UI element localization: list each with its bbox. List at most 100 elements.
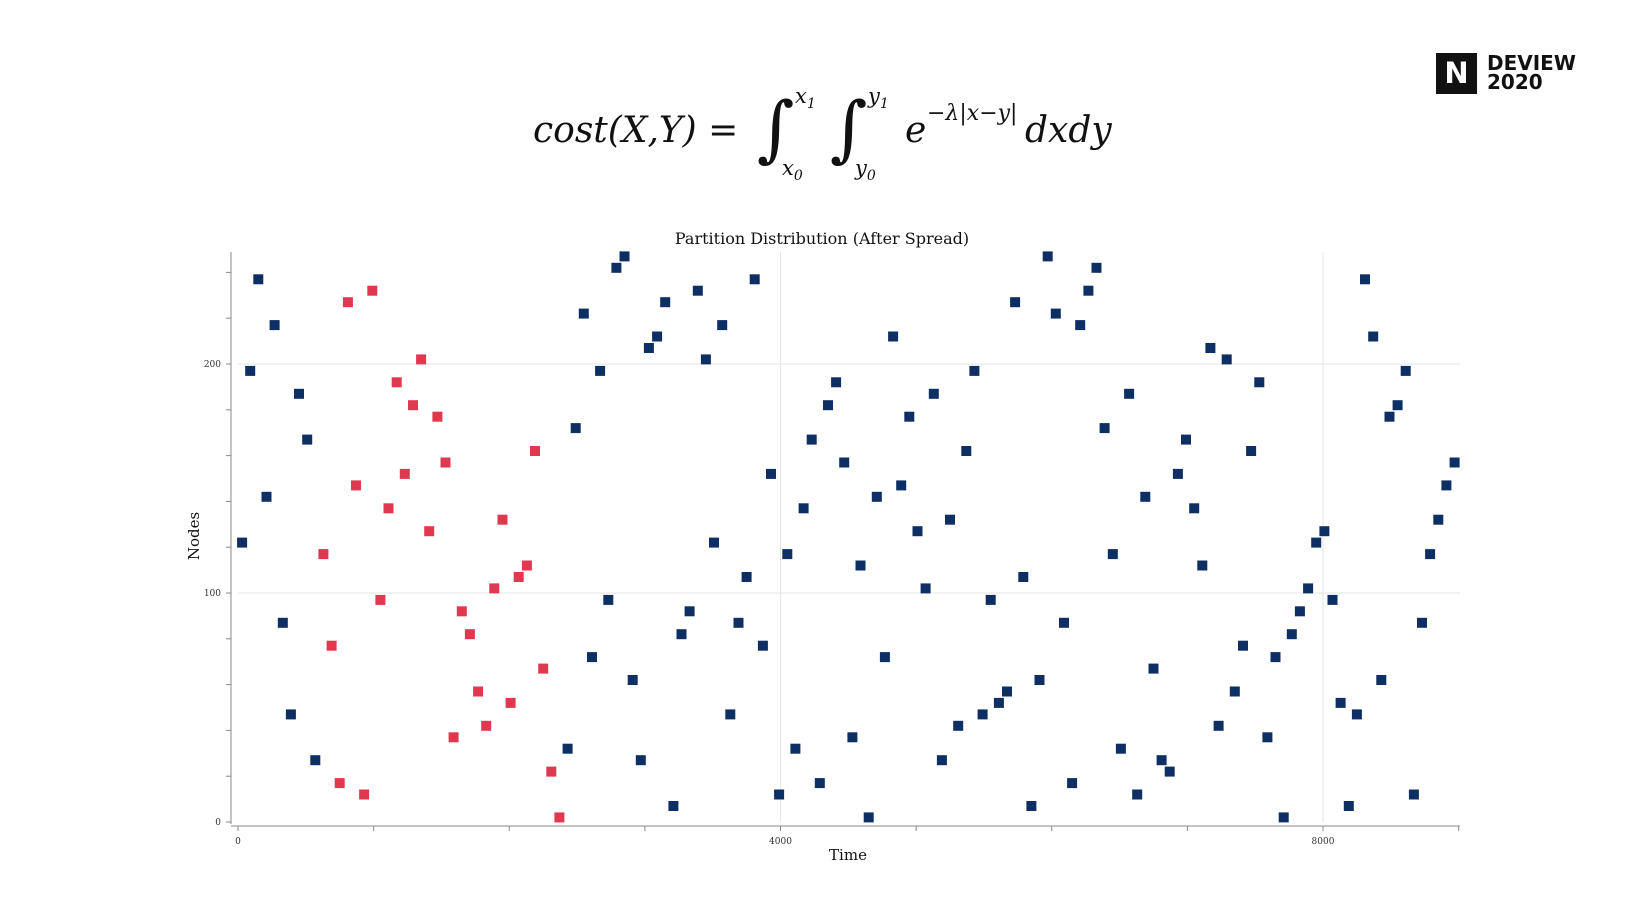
x-tick-label: 8000 [1312,837,1335,847]
data-point [603,594,614,605]
y-tick-label: 0 [215,818,221,828]
data-point [1067,778,1078,789]
data-point [920,583,931,594]
data-point [334,778,345,789]
data-point [871,491,882,502]
data-point [530,446,540,456]
data-point [546,766,557,777]
formula-base: e [905,110,927,151]
data-point [863,812,874,823]
data-point [757,640,768,651]
data-point [1262,732,1273,743]
data-point [489,583,500,594]
data-point [1018,572,1029,582]
data-point [375,594,386,605]
data-point [261,491,272,502]
data-point [1400,365,1411,376]
formula-exponent: −λ|x−y| [927,101,1018,126]
data-point [448,732,459,743]
data-point [1026,801,1037,811]
data-point [587,652,597,663]
data-point [928,388,939,399]
x-tick-label: 0 [235,837,241,847]
data-point [717,320,728,331]
data-point [766,468,776,479]
data-point [440,457,451,468]
data-point [285,709,296,720]
data-point [652,331,663,342]
data-point [676,629,687,640]
cost-formula: cost(X,Y) = ∫ x1 x0 ∫ y1 y0 e −λ|x−y| dx… [525,80,1125,190]
data-point [904,411,915,422]
data-point [1124,388,1135,399]
data-point [936,755,947,766]
data-point [969,365,980,376]
naver-n-logo-mark: N [1436,53,1477,94]
data-point [1099,423,1110,434]
data-point [464,629,475,640]
data-point [961,446,972,456]
data-point [643,343,654,353]
data-point [806,434,817,445]
data-point [1327,594,1338,605]
data-point [823,400,833,411]
data-point [505,697,516,708]
data-point [302,434,313,445]
data-point [1148,663,1159,674]
data-point [1172,468,1183,479]
x-axis-title: Time [829,846,867,864]
data-point [408,400,418,411]
data-point [1002,686,1012,697]
data-point [1010,297,1021,308]
data-point [1441,480,1452,491]
data-point [839,457,850,468]
data-point [1311,537,1322,548]
data-point [245,365,256,376]
data-point [953,720,964,731]
data-point [993,697,1004,708]
data-point [383,503,394,514]
logo-line-1: DEVIEW [1487,51,1576,75]
data-point [1270,652,1281,663]
data-point [342,297,353,308]
y-tick-label: 200 [204,360,221,370]
integral-sign-2: ∫ [830,86,868,170]
data-point [1197,560,1208,571]
chart-axes [226,252,1460,831]
data-point [692,285,703,296]
data-point [1059,617,1069,628]
data-point [1286,629,1297,640]
data-point [1213,720,1224,731]
data-point [513,572,524,582]
data-point [1189,503,1200,514]
data-point [814,778,825,789]
data-point [1229,686,1240,697]
data-point [782,549,793,560]
data-point [432,411,443,422]
chart-ticks: 0 100 200 0 4000 8000 [204,360,1335,847]
data-point [1254,377,1265,388]
data-point [521,560,532,571]
data-point [326,640,337,651]
data-point [481,720,492,731]
data-point [700,354,711,365]
chart-points [237,251,1460,823]
data-point [790,743,801,754]
chart-grid [238,252,1460,822]
data-point [619,251,630,262]
data-point [847,732,858,743]
data-point [798,503,809,514]
data-point [725,709,736,720]
logo-line-2: 2020 [1487,70,1543,94]
data-point [774,789,785,800]
data-point [367,285,378,296]
data-point [1433,514,1444,525]
x-tick-label: 4000 [769,837,792,847]
integral-1-lower: x0 [782,156,803,185]
data-point [1351,709,1362,720]
data-point [1115,743,1126,754]
data-point [294,388,304,399]
data-point [1449,457,1460,468]
data-point [684,606,695,617]
